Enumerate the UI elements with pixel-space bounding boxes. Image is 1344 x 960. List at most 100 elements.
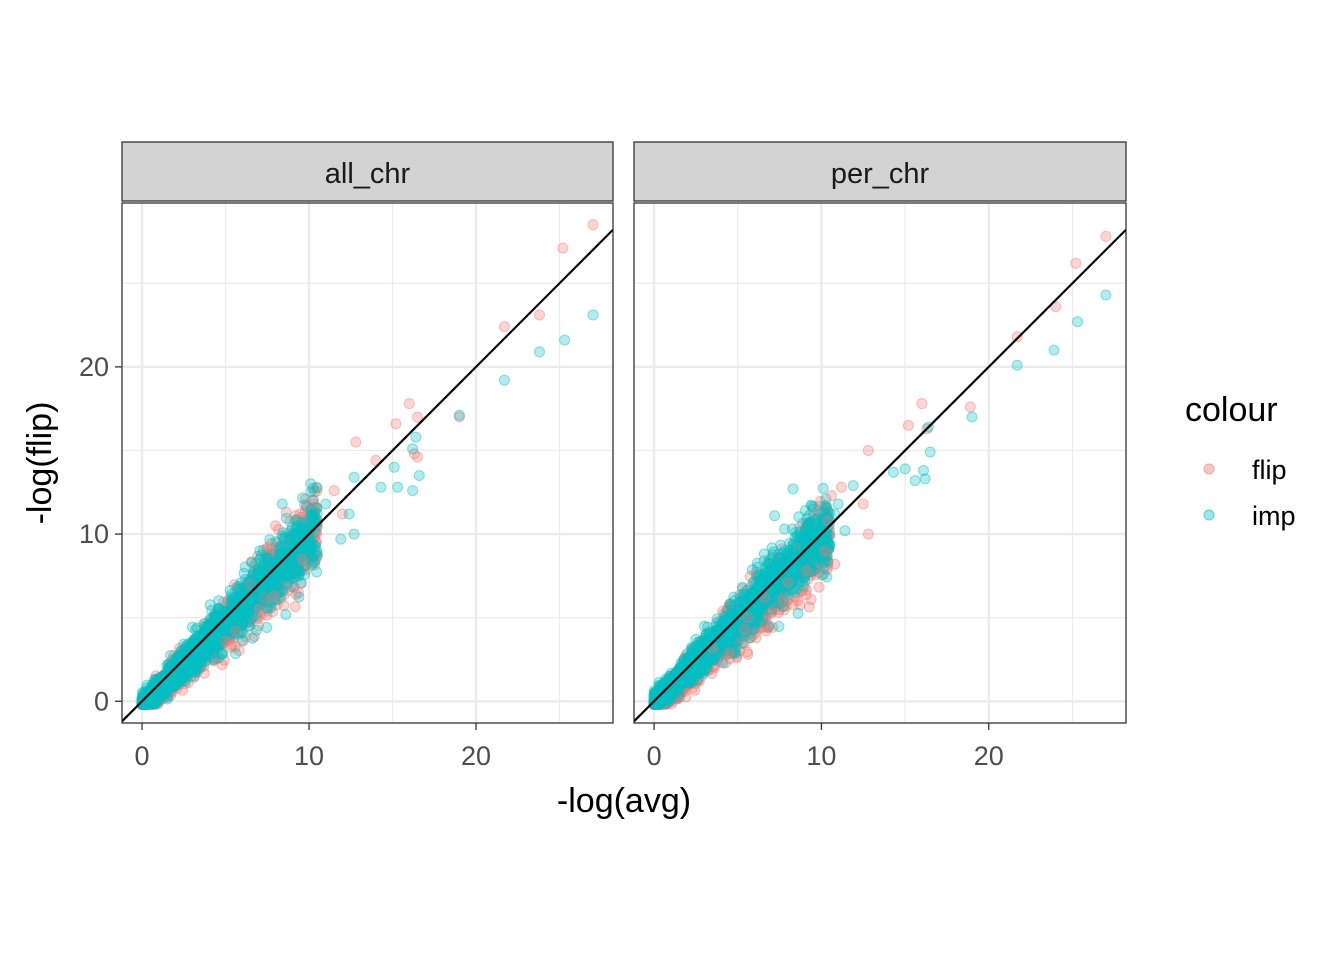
bulk-point-flip [253, 620, 265, 632]
bulk-point-flip [244, 597, 256, 609]
bulk-point-flip [271, 588, 283, 600]
bulk-point-flip [137, 697, 149, 709]
bulk-point-flip [180, 659, 192, 671]
bulk-point-flip [170, 679, 182, 691]
bulk-point-flip [193, 648, 205, 660]
bulk-point-flip [181, 663, 193, 675]
point-flip [261, 541, 273, 553]
point-flip [230, 625, 242, 637]
bulk-point-flip [146, 692, 158, 704]
bulk-point-flip [162, 671, 174, 683]
bulk-point-flip [154, 688, 165, 700]
bulk-point-flip [300, 559, 312, 571]
bulk-point-flip [143, 695, 155, 707]
bulk-point-flip [168, 667, 180, 678]
bulk-point-flip [300, 514, 312, 526]
bulk-point-flip [148, 690, 160, 702]
bulk-point-flip [145, 685, 157, 697]
bulk-point-flip [180, 640, 192, 652]
bulk-point-flip [178, 660, 190, 672]
bulk-point-flip [142, 692, 154, 704]
point-imp [291, 567, 303, 578]
bulk-point-flip [272, 586, 284, 598]
bulk-point-flip [297, 523, 309, 535]
bulk-point-flip [294, 540, 306, 551]
bulk-point-flip [185, 654, 197, 666]
bulk-point-flip [144, 698, 156, 710]
bulk-point-flip [140, 694, 152, 706]
bulk-point-flip [199, 642, 211, 654]
bulk-point-flip [166, 654, 178, 666]
bulk-point-flip [225, 603, 237, 615]
bulk-point-flip [141, 698, 153, 710]
bulk-point-flip [193, 652, 205, 664]
bulk-point-flip [267, 573, 279, 585]
bulk-point-flip [153, 696, 165, 708]
bulk-point-flip [289, 601, 301, 613]
bulk-point-flip [148, 690, 160, 702]
bulk-point-flip [146, 692, 158, 704]
bulk-point-flip [152, 687, 163, 699]
facet-panel-all_chr: all_chr [121, 141, 614, 724]
bulk-point-flip [229, 641, 241, 653]
bulk-point-flip [195, 652, 207, 664]
bulk-point-flip [153, 685, 165, 697]
bulk-point-flip [171, 679, 183, 691]
bulk-point-flip [190, 652, 202, 664]
bulk-point-flip [283, 584, 295, 596]
bulk-point-flip [141, 694, 153, 706]
bulk-point-flip [225, 617, 237, 629]
bulk-point-flip [172, 661, 184, 673]
bulk-point-flip [226, 628, 238, 640]
bulk-point-flip [289, 545, 301, 557]
bulk-point-flip [216, 628, 228, 640]
bulk-point-flip [228, 614, 240, 626]
bulk-point-imp [251, 624, 262, 636]
bulk-point-flip [302, 531, 314, 543]
bulk-point-flip [148, 695, 160, 707]
bulk-point-flip [227, 596, 239, 608]
bulk-point-flip [138, 696, 150, 708]
bulk-point-flip [197, 648, 209, 660]
bulk-point-flip [305, 523, 317, 535]
bulk-point-flip [292, 551, 304, 563]
bulk-point-flip [233, 605, 245, 616]
bulk-point-flip [208, 639, 220, 651]
point-flip [328, 485, 340, 497]
bulk-point-flip [138, 696, 150, 707]
point-imp [407, 443, 419, 455]
bulk-point-flip [306, 550, 318, 562]
bulk-point-imp [311, 566, 323, 578]
bulk-point-flip [154, 675, 166, 687]
bulk-point-flip [155, 688, 167, 699]
point-imp [392, 481, 404, 493]
bulk-point-flip [277, 556, 289, 568]
bulk-point-flip [167, 681, 179, 693]
bulk-point-flip [265, 556, 277, 568]
bulk-point-flip [200, 641, 212, 653]
bulk-point-flip [137, 696, 149, 708]
bulk-point-flip [146, 695, 158, 707]
bulk-point-flip [145, 698, 157, 710]
bulk-point-flip [163, 678, 174, 690]
point-imp [375, 481, 387, 493]
bulk-point-flip [137, 697, 149, 709]
bulk-point-flip [150, 697, 162, 709]
bulk-point-flip [185, 660, 197, 672]
bulk-point-imp [293, 591, 305, 603]
bulk-point-flip [140, 694, 152, 706]
bulk-point-flip [218, 631, 230, 643]
bulk-point-flip [152, 687, 164, 699]
bulk-point-flip [235, 620, 247, 632]
bulk-point-flip [240, 584, 252, 596]
bulk-point-flip [142, 692, 154, 704]
bulk-point-imp [275, 541, 287, 552]
bulk-point-flip [270, 580, 281, 592]
bulk-point-flip [160, 683, 172, 695]
bulk-point-flip [137, 697, 149, 709]
bulk-point-flip [204, 639, 216, 650]
bulk-point-flip [282, 561, 294, 573]
point-flip [253, 603, 265, 615]
bulk-point-flip [174, 667, 186, 679]
bulk-point-flip [290, 544, 302, 555]
